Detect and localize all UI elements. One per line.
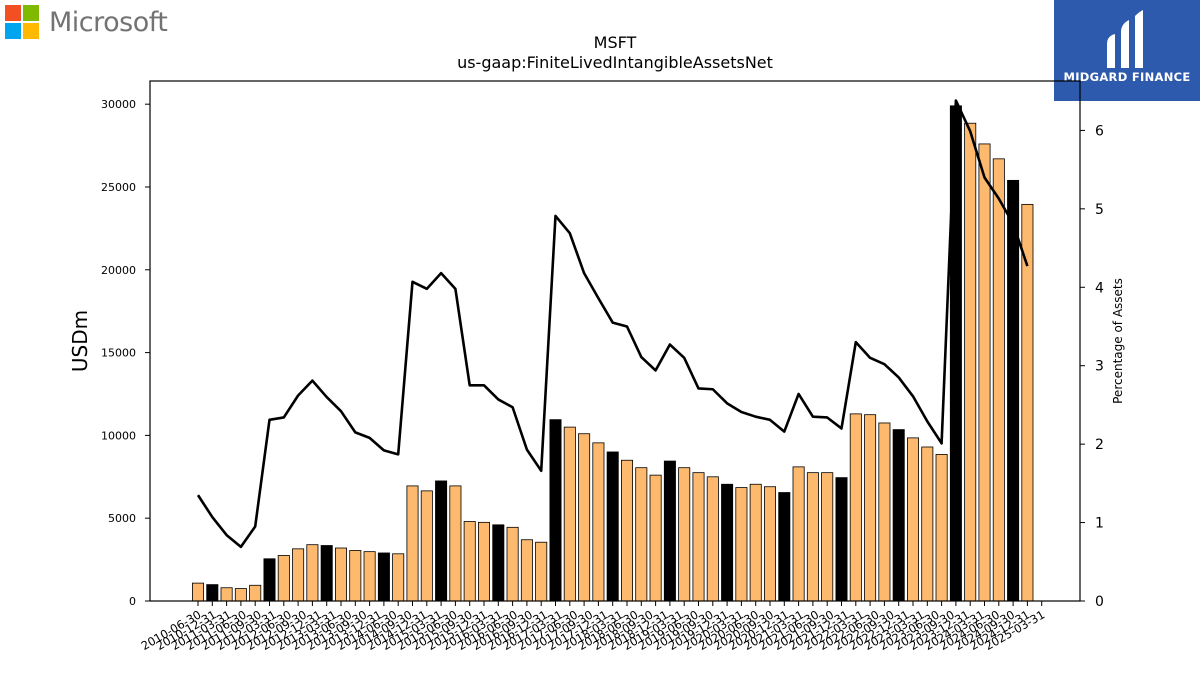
bar: [449, 485, 462, 602]
bar: [778, 492, 791, 602]
midgard-finance-wordmark: MIDGARD FINANCE: [1063, 70, 1191, 84]
y-tick-label: 10000: [101, 429, 136, 442]
bar: [864, 414, 877, 602]
bar: [964, 122, 977, 602]
chart-title: MSFT: [594, 33, 637, 52]
bar: [978, 143, 991, 602]
bar: [191, 582, 204, 602]
bar: [363, 551, 376, 602]
bar: [320, 545, 333, 602]
y2-tick-label: 3: [1095, 359, 1104, 375]
bar: [692, 472, 705, 602]
bar: [306, 544, 319, 602]
y-tick-label: 15000: [101, 347, 136, 360]
y2-tick-label: 5: [1095, 202, 1104, 218]
bar: [435, 480, 448, 602]
bar: [663, 460, 676, 602]
microsoft-logo-squares: [5, 5, 39, 39]
bar: [334, 547, 347, 602]
bars-group: [191, 105, 1034, 602]
y-axis-label: USDm: [68, 310, 92, 372]
bar: [249, 584, 262, 602]
y-axis-ticks: 0 5000 10000 15000 20000 25000 30000: [101, 98, 150, 608]
bar: [878, 422, 891, 602]
bar: [535, 541, 548, 602]
bar: [578, 433, 591, 602]
bar: [377, 552, 390, 602]
microsoft-wordmark: Microsoft: [49, 6, 168, 38]
bar: [764, 486, 777, 602]
y-tick-label: 0: [129, 595, 136, 608]
plot-frame: [149, 80, 1081, 602]
bar: [821, 472, 834, 602]
bar: [621, 459, 634, 602]
bar: [806, 472, 819, 602]
bar: [206, 584, 219, 602]
bar: [592, 442, 605, 602]
y-tick-label: 25000: [101, 181, 136, 194]
y2-axis-label: Percentage of Assets: [1111, 278, 1125, 404]
bar: [849, 413, 862, 602]
bar: [892, 429, 905, 602]
bar: [292, 548, 305, 602]
logo-square-blue: [5, 23, 21, 39]
bar: [420, 490, 433, 602]
bar: [234, 588, 247, 602]
bar: [992, 158, 1005, 602]
bar: [635, 467, 648, 602]
midgard-bars-icon: [1107, 10, 1143, 68]
y2-axis-ticks: 0 1 2 3 4 5 6: [1080, 123, 1104, 610]
bar: [921, 446, 934, 602]
bar: [349, 550, 362, 602]
y2-tick-label: 6: [1095, 123, 1104, 139]
bar: [749, 483, 762, 602]
bar: [1007, 179, 1020, 602]
bar: [277, 555, 290, 602]
bar: [678, 467, 691, 602]
bar: [220, 587, 233, 602]
logo-square-red: [5, 5, 21, 21]
bar: [606, 451, 619, 602]
y2-tick-label: 2: [1095, 437, 1104, 453]
logo-square-yellow: [23, 23, 39, 39]
bar: [706, 476, 719, 602]
y-tick-label: 5000: [108, 512, 136, 525]
logo-square-green: [23, 5, 39, 21]
x-axis-ticks: 2010-06-302010-12-312011-03-312011-06-30…: [139, 601, 1047, 653]
y2-tick-label: 1: [1095, 516, 1104, 532]
y2-tick-label: 4: [1095, 280, 1104, 296]
bar: [907, 437, 920, 602]
percentage-line: [196, 99, 1029, 549]
y-tick-label: 20000: [101, 264, 136, 277]
bar: [520, 539, 533, 602]
bar: [506, 526, 519, 602]
y2-tick-label: 0: [1095, 594, 1104, 610]
bar: [392, 553, 405, 602]
bar: [792, 466, 805, 602]
bar: [935, 454, 948, 602]
microsoft-logo: Microsoft: [5, 5, 168, 39]
bar: [263, 558, 276, 602]
bar: [549, 419, 562, 602]
bar: [463, 521, 476, 602]
y-tick-label: 30000: [101, 98, 136, 111]
midgard-finance-logo: MIDGARD FINANCE: [1054, 0, 1200, 101]
chart-subtitle: us-gaap:FiniteLivedIntangibleAssetsNet: [457, 53, 773, 72]
bar: [649, 474, 662, 602]
bar: [477, 521, 490, 602]
bar: [492, 524, 505, 602]
bar: [835, 477, 848, 602]
bar: [721, 483, 734, 602]
line-group: [196, 99, 1029, 549]
bar: [563, 426, 576, 602]
bar: [406, 485, 419, 602]
bar: [735, 487, 748, 602]
